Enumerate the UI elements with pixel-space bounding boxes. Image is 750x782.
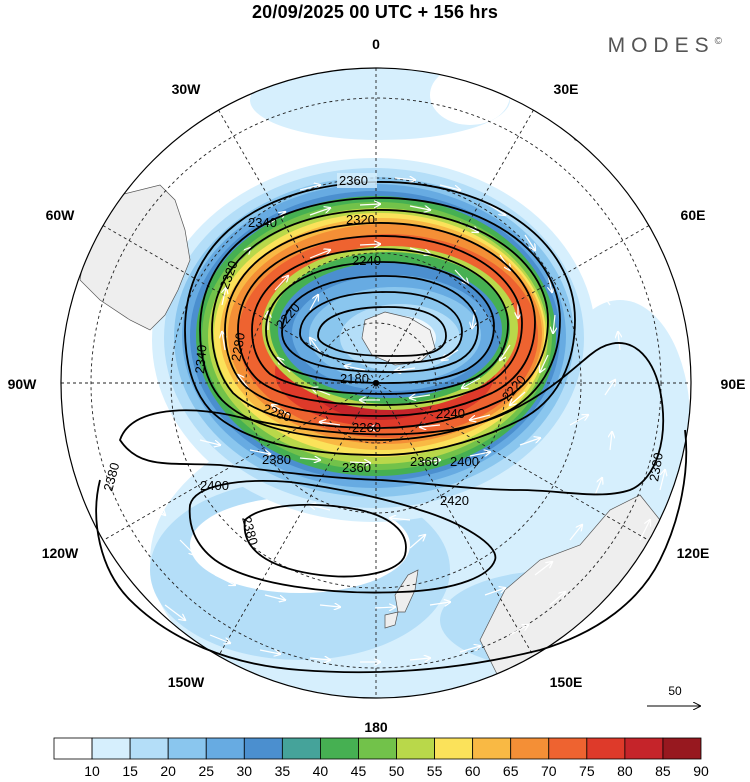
colorbar-tick-label: 60 bbox=[465, 763, 481, 779]
lon-label-150w: 150W bbox=[168, 674, 205, 690]
wind-reference: 50 bbox=[647, 684, 700, 706]
colorbar-swatch bbox=[624, 737, 664, 760]
contour-label: 2260 bbox=[352, 420, 381, 435]
brand-text: MODES bbox=[607, 34, 715, 57]
colorbar-tick-label: 25 bbox=[198, 763, 214, 779]
lon-label-150e: 150E bbox=[550, 674, 583, 690]
lon-label-30e: 30E bbox=[554, 81, 579, 97]
colorbar-swatch bbox=[243, 737, 283, 760]
lon-label-120e: 120E bbox=[677, 545, 710, 561]
lon-label-90w: 90W bbox=[8, 376, 38, 392]
colorbar-swatch bbox=[586, 737, 626, 760]
contour-label: 2240 bbox=[436, 406, 465, 421]
wind-reference-label: 50 bbox=[668, 684, 682, 698]
brand-logo: MODES© bbox=[608, 34, 722, 58]
contour-label: 2360 bbox=[410, 454, 439, 469]
colorbar-swatch bbox=[472, 737, 512, 760]
colorbar-tick-label: 80 bbox=[617, 763, 633, 779]
contour-label: 2400 bbox=[200, 478, 229, 493]
colorbar-tick-label: 50 bbox=[389, 763, 405, 779]
map-boundary bbox=[60, 67, 692, 699]
colorbar-tick-label: 75 bbox=[579, 763, 595, 779]
contour-label: 2280 bbox=[228, 331, 248, 362]
longitude-labels: 0 30E 60E 90E 120E 150E 180 150W 120W 90… bbox=[8, 36, 746, 735]
colorbar-swatch bbox=[281, 737, 321, 760]
brand-mark: © bbox=[714, 36, 722, 47]
contour-label: 2400 bbox=[450, 454, 479, 469]
colorbar-tick-label: 90 bbox=[693, 763, 709, 779]
colorbar-tick-label: 20 bbox=[160, 763, 176, 779]
contour-label: 2360 bbox=[339, 173, 368, 188]
colorbar-swatch bbox=[129, 737, 169, 760]
contour-label: 2380 bbox=[646, 451, 666, 482]
contour-label: 2380 bbox=[239, 515, 261, 547]
lon-label-60e: 60E bbox=[681, 207, 706, 223]
contour-label: 2320 bbox=[346, 212, 375, 227]
colorbar-swatch bbox=[91, 737, 131, 760]
lon-label-120w: 120W bbox=[42, 545, 79, 561]
contour-label: 2380 bbox=[262, 452, 291, 467]
colorbar-swatch bbox=[510, 737, 550, 760]
contour-label: 2420 bbox=[440, 493, 469, 508]
height-contours bbox=[95, 181, 688, 674]
colorbar-tick-label: 15 bbox=[122, 763, 138, 779]
colorbar-swatch bbox=[320, 737, 359, 760]
lon-label-180: 180 bbox=[364, 719, 388, 735]
lon-label-0: 0 bbox=[372, 36, 380, 52]
colorbar-swatch bbox=[205, 737, 245, 760]
colorbar-swatch bbox=[548, 737, 588, 760]
colorbar-tick-label: 65 bbox=[503, 763, 519, 779]
colorbar-swatch bbox=[167, 737, 207, 760]
map-title: 20/09/2025 00 UTC + 156 hrs bbox=[251, 2, 499, 22]
contour-label: 2240 bbox=[352, 253, 381, 268]
contour-label: 2180 bbox=[340, 371, 369, 386]
lon-label-30w: 30W bbox=[172, 81, 202, 97]
colorbar: 10 15 20 25 30 35 40 45 50 55 60 65 70 75 80 85 90 bbox=[53, 737, 709, 779]
lon-label-60w: 60W bbox=[46, 207, 76, 223]
contour-label: 2340 bbox=[192, 344, 209, 374]
south-pole-marker bbox=[373, 380, 379, 386]
colorbar-tick-label: 10 bbox=[84, 763, 100, 779]
colorbar-swatch bbox=[662, 737, 702, 760]
colorbar-tick-label: 85 bbox=[655, 763, 671, 779]
colorbar-swatch bbox=[53, 737, 93, 760]
contour-label: 2340 bbox=[248, 215, 277, 230]
colorbar-swatch bbox=[396, 737, 435, 760]
colorbar-tick-label: 55 bbox=[427, 763, 443, 779]
colorbar-tick-label: 70 bbox=[541, 763, 557, 779]
colorbar-swatch bbox=[434, 737, 474, 760]
contour-label: 2380 bbox=[100, 461, 122, 493]
contour-label: 2360 bbox=[342, 460, 371, 475]
colorbar-swatch bbox=[358, 737, 397, 760]
colorbar-tick-label: 35 bbox=[275, 763, 291, 779]
colorbar-tick-label: 40 bbox=[313, 763, 329, 779]
colorbar-tick-label: 45 bbox=[351, 763, 367, 779]
colorbar-tick-label: 30 bbox=[237, 763, 253, 779]
lon-label-90e: 90E bbox=[721, 376, 746, 392]
